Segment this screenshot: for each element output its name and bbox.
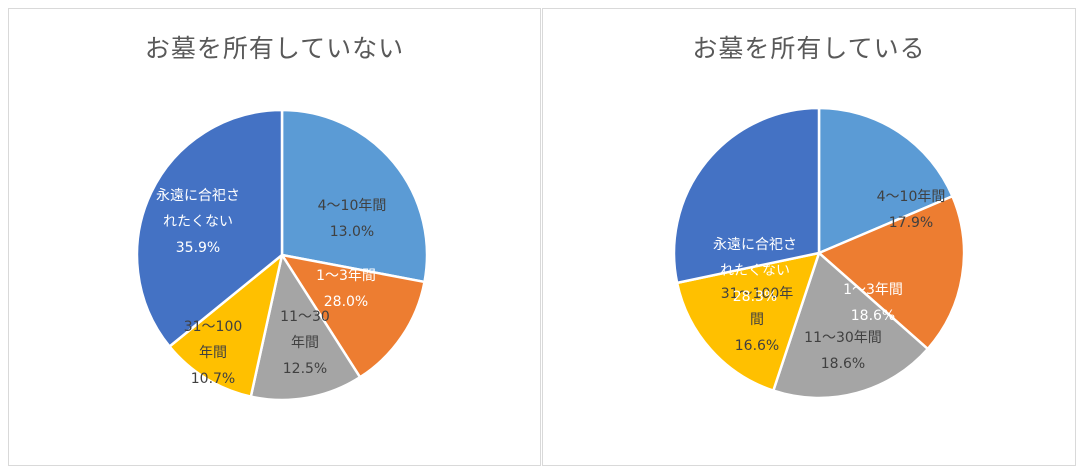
slice-percent-label: 18.6% xyxy=(821,356,865,372)
slice-percent-label: 17.9% xyxy=(889,215,933,231)
slice-percent-label: 10.7% xyxy=(191,371,235,387)
slice-category-label: 11〜30年間 xyxy=(804,330,882,346)
slice-category-label: 1〜3年間 xyxy=(316,268,376,284)
pie-slice xyxy=(135,108,284,348)
pie-slice xyxy=(280,108,429,284)
slice-category-label: 31〜100年 xyxy=(721,286,794,302)
slice-percent-label: 18.6% xyxy=(851,308,895,324)
pie-chart-owning: 1〜3年間 18.6% 4〜10年間 17.9% 11〜30年間 18.6% 31〜100年… xyxy=(672,106,966,400)
slice-category-label: 1〜3年間 xyxy=(843,282,903,298)
pie-slice xyxy=(817,106,954,255)
chart-panel-not-owning: お墓を所有していない 1〜3年間 28.0% 4〜10年間 13.0% 11〜30 年間 1… xyxy=(8,8,541,466)
slice-category-label: 年間 xyxy=(199,345,227,361)
chart-panel-owning: お墓を所有している 1〜3年間 18.6% 4〜10年間 17.9% 11〜30年間 18… xyxy=(542,8,1076,466)
slice-percent-label: 12.5% xyxy=(283,361,327,377)
slice-category-label: 11〜30 xyxy=(280,309,330,325)
pie-slice xyxy=(168,253,284,398)
chart-title: お墓を所有している xyxy=(692,34,926,63)
slice-category-label: 永遠に合祀さ xyxy=(156,188,240,204)
slice-category-label: れたくない xyxy=(163,214,233,230)
slice-percent-label: 13.0% xyxy=(330,224,374,240)
pie-slice xyxy=(817,195,966,351)
slice-percent-label: 28.3% xyxy=(733,289,777,305)
slice-category-label: 年間 xyxy=(291,335,319,351)
slice-percent-label: 35.9% xyxy=(176,240,220,256)
pie-slice xyxy=(280,253,426,379)
slice-category-label: 4〜10年間 xyxy=(877,189,946,205)
slice-category-label: 4〜10年間 xyxy=(318,198,387,214)
slice-category-label: 間 xyxy=(750,312,764,328)
pie-slice xyxy=(672,106,821,285)
chart-title: お墓を所有していない xyxy=(144,34,405,63)
slice-percent-label: 28.0% xyxy=(324,294,368,310)
slice-category-label: 31〜100 xyxy=(184,319,243,335)
pie-chart-not-owning: 1〜3年間 28.0% 4〜10年間 13.0% 11〜30 年間 12.5% 31〜100 年… xyxy=(135,108,429,402)
pie-slice xyxy=(675,251,821,392)
pie-slice xyxy=(249,253,362,402)
slice-category-label: れたくない xyxy=(720,263,790,279)
slice-percent-label: 16.6% xyxy=(735,338,779,354)
slice-category-label: 永遠に合祀さ xyxy=(713,237,797,253)
pie-slice xyxy=(772,251,930,400)
